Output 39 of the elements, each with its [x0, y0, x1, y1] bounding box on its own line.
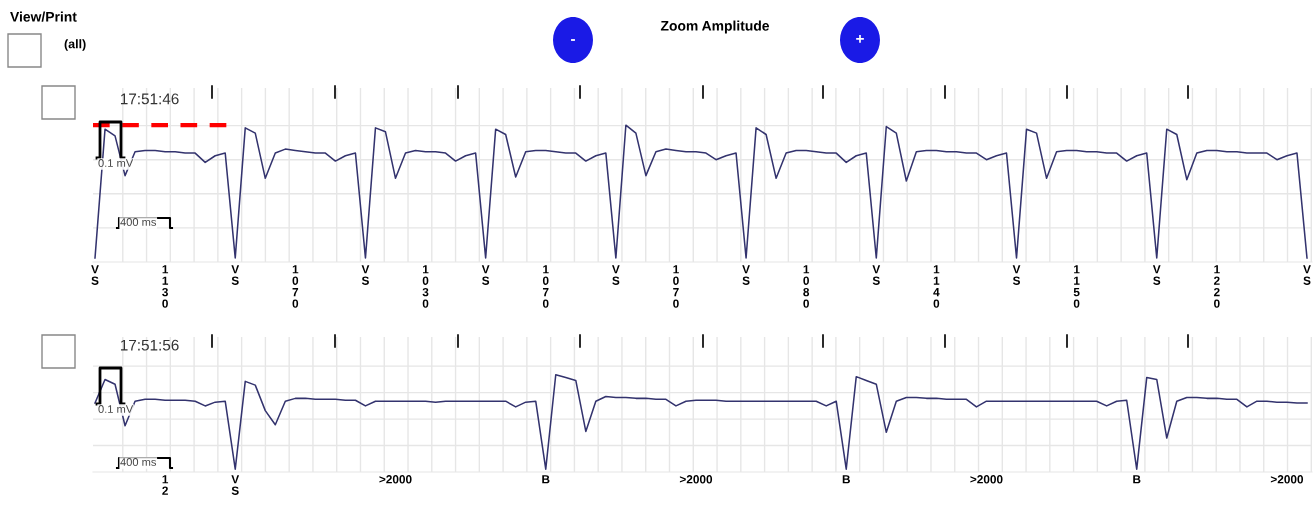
text: - [571, 39, 575, 41]
x-tick-label: V S [872, 265, 881, 285]
x-tick-label: 1 0 7 0 [542, 265, 549, 308]
x-tick-label: 1 2 2 0 [1213, 265, 1220, 308]
text: + [856, 34, 864, 43]
x-tick-label: V S [231, 475, 240, 495]
x-tick-label: V S [91, 265, 99, 285]
x-tick-label: B [1133, 475, 1141, 484]
text: View/Print [10, 11, 77, 22]
x-tick-label: 1 1 4 0 [933, 265, 940, 308]
annotation: 400 ms [120, 458, 157, 466]
x-tick-label: 1 0 3 0 [422, 265, 429, 308]
chart-title: 17:51:56 [120, 339, 179, 351]
text: (all) [64, 39, 86, 51]
x-tick-label: 1 2 [162, 475, 169, 495]
x-tick-label: >2000 [1270, 475, 1304, 484]
x-tick-label: V S [612, 265, 620, 285]
chart-title: 17:51:46 [120, 93, 179, 105]
text: Zoom Amplitude [660, 20, 770, 34]
x-tick-label: V S [481, 265, 490, 285]
x-tick-label: >2000 [970, 475, 1003, 484]
x-tick-label: V S [1303, 265, 1311, 285]
x-tick-label: V S [742, 265, 750, 285]
x-tick-label: B [842, 475, 850, 484]
x-tick-label: 1 0 7 0 [673, 265, 679, 308]
x-tick-label: B [542, 475, 550, 484]
annotation: 0.1 mV [98, 159, 134, 167]
x-tick-label: 1 0 7 0 [292, 265, 299, 308]
x-tick-label: 1 1 5 0 [1073, 265, 1080, 308]
annotation: 400 ms [120, 218, 157, 226]
x-tick-label: V S [231, 265, 240, 285]
x-tick-label: V S [1012, 265, 1021, 285]
x-tick-label: 1 0 8 0 [803, 265, 810, 308]
annotation: 0.1 mV [98, 405, 134, 413]
x-tick-label: >2000 [379, 475, 412, 484]
x-tick-label: V S [1152, 265, 1161, 285]
x-tick-label: 1 1 3 0 [162, 265, 169, 308]
x-tick-label: V S [361, 265, 370, 285]
x-tick-label: >2000 [679, 475, 713, 484]
